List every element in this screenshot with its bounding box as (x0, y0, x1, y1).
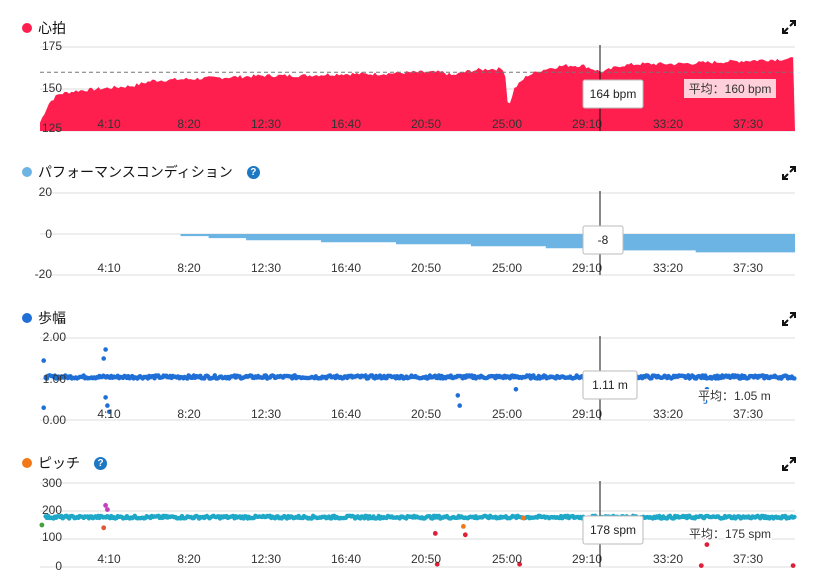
cadence-dot-icon (22, 458, 32, 468)
stride-dot-icon (22, 313, 32, 323)
performance-dot-icon (22, 167, 32, 177)
expand-icon[interactable] (782, 312, 796, 326)
expand-icon[interactable] (782, 20, 796, 34)
cadence-label: ピッチ (38, 455, 80, 471)
performance-title: パフォーマンスコンディション ? (22, 162, 260, 182)
cadence-panel: ピッチ ? (0, 453, 813, 583)
stride-label: 歩幅 (38, 310, 66, 326)
help-icon[interactable]: ? (94, 456, 107, 470)
heart-rate-dot-icon (22, 23, 32, 33)
heart-rate-label: 心拍 (38, 20, 66, 36)
help-icon[interactable]: ? (246, 165, 260, 179)
performance-label: パフォーマンスコンディション (38, 164, 233, 180)
heart-rate-panel: 心拍 (0, 0, 813, 140)
stride-title: 歩幅 (22, 308, 66, 328)
stride-panel: 歩幅 (0, 308, 813, 438)
performance-panel: パフォーマンスコンディション ? (0, 160, 813, 290)
cadence-title: ピッチ ? (22, 453, 107, 473)
heart-rate-title: 心拍 (22, 18, 66, 38)
expand-icon[interactable] (782, 457, 796, 471)
expand-icon[interactable] (782, 166, 796, 180)
